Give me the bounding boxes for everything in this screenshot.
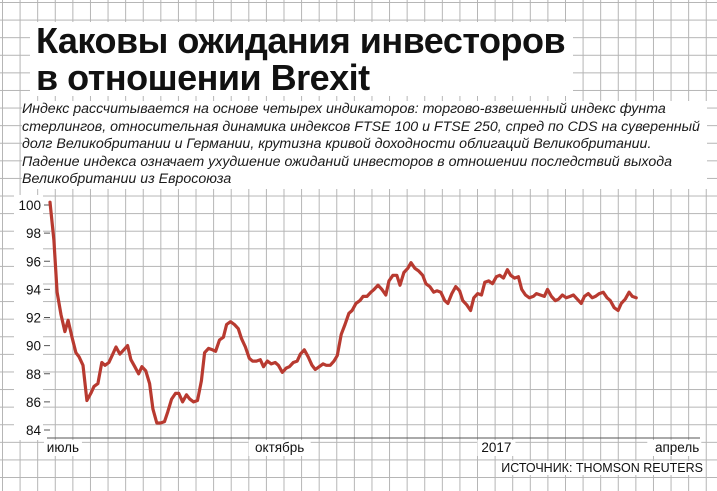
x-tick-label: октябрь xyxy=(255,440,304,455)
x-label-backdrop xyxy=(647,440,702,456)
y-tick-label: 88 xyxy=(26,367,41,382)
y-tick-label: 90 xyxy=(26,339,41,354)
y-tick-label: 96 xyxy=(26,254,41,269)
x-tick-label: июль xyxy=(47,440,79,455)
y-label-backdrop xyxy=(14,195,43,440)
x-label-backdrop xyxy=(43,440,82,456)
chart-subtitle: Индекс рассчитывается на основе четырех … xyxy=(22,101,707,189)
y-tick-label: 84 xyxy=(26,423,42,438)
x-tick-label: апрель xyxy=(655,440,699,455)
source-label: ИСТОЧНИК: THOMSON REUTERS xyxy=(499,461,705,475)
x-label-backdrop xyxy=(248,440,311,456)
series-line xyxy=(48,200,638,425)
title-line-1: Каковы ожидания инвесторов xyxy=(36,20,566,61)
y-tick-label: 100 xyxy=(18,198,41,213)
chart-title: Каковы ожидания инвесторов в отношении Br… xyxy=(30,20,574,98)
x-label-backdrop xyxy=(477,440,516,456)
y-tick-label: 92 xyxy=(26,311,41,326)
y-tick-label: 98 xyxy=(26,226,41,241)
x-tick-label: 2017 xyxy=(481,440,511,455)
y-tick-label: 86 xyxy=(26,395,41,410)
y-tick-label: 94 xyxy=(26,282,42,297)
title-line-2: в отношении Brexit xyxy=(36,57,370,98)
